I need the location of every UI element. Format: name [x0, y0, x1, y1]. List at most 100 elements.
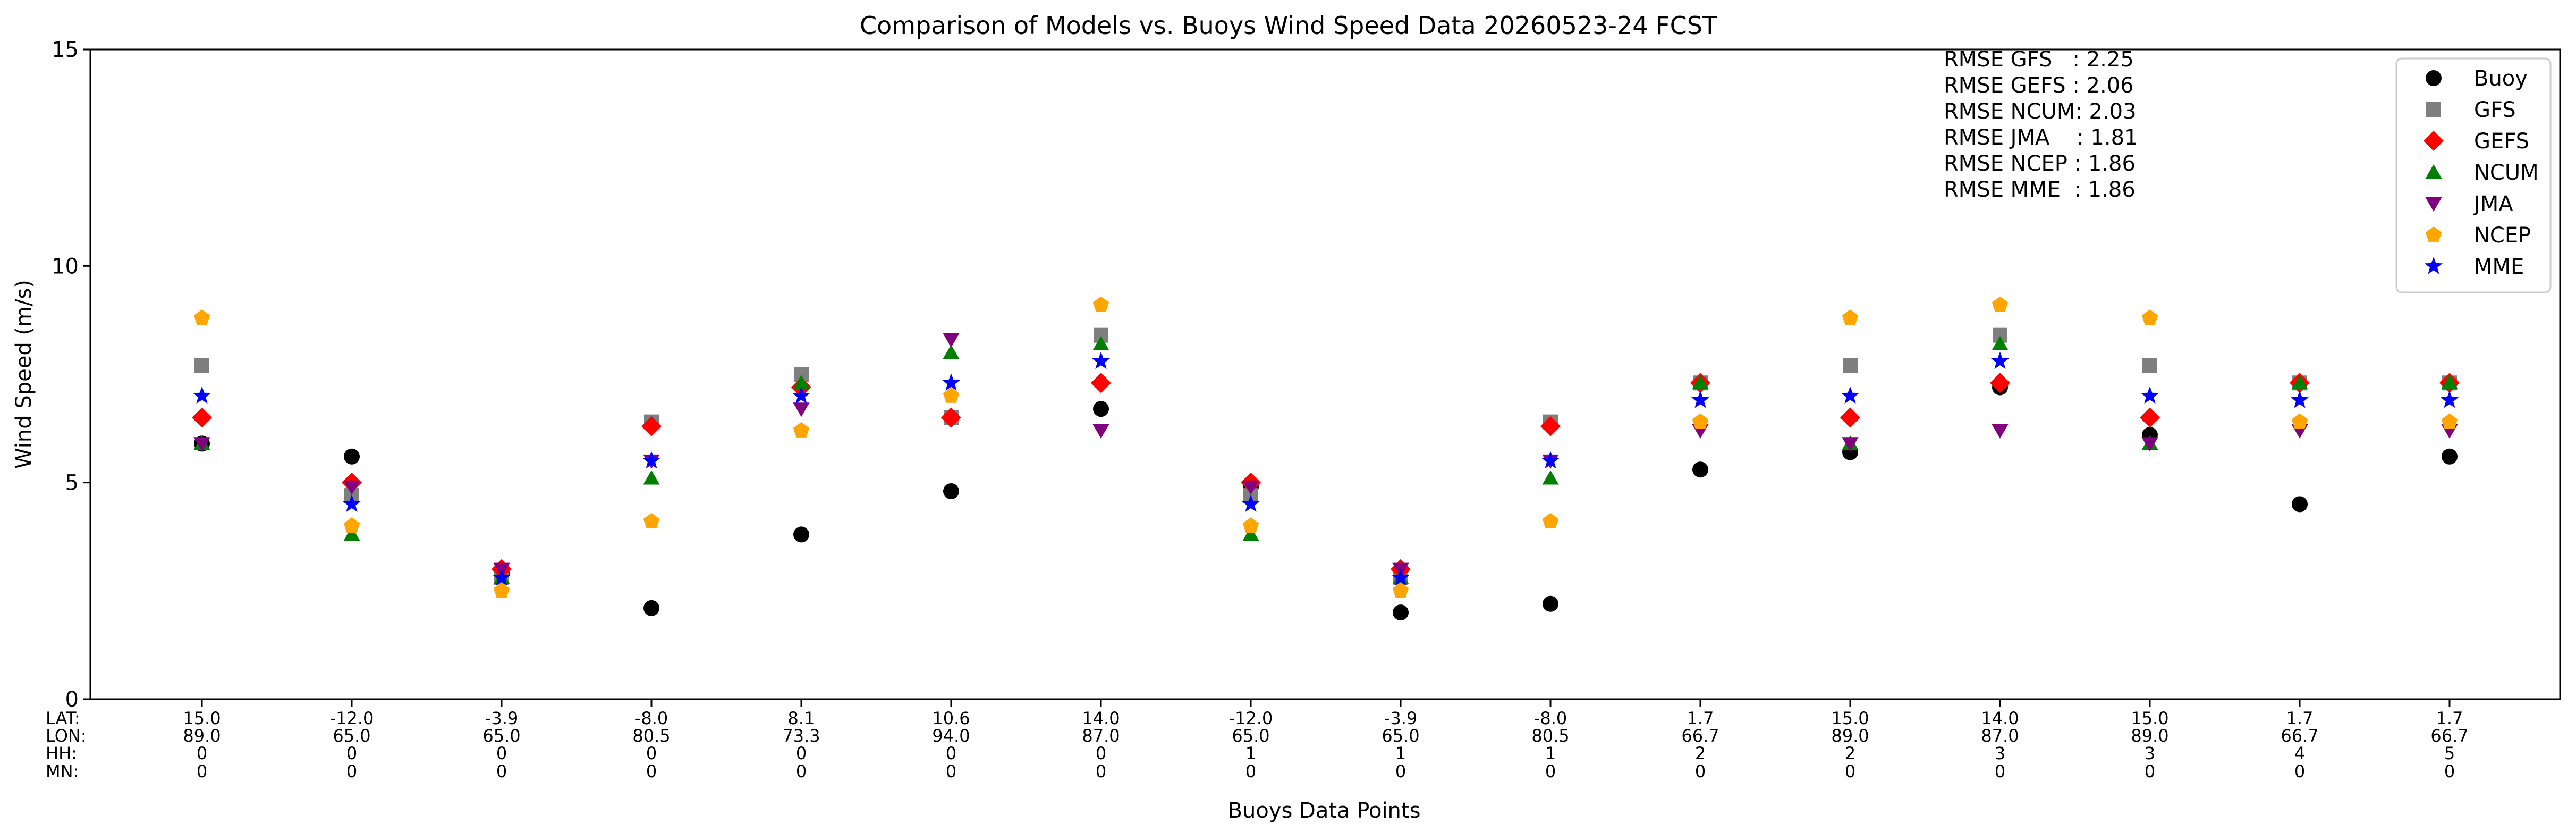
x-tick-label: 0 [2294, 761, 2305, 782]
x-tick-label: 0 [496, 743, 507, 763]
x-tick-label: 15.0 [183, 708, 221, 728]
point-ncum [1992, 336, 2009, 350]
point-mme [1241, 494, 1260, 512]
x-tick-label: 0 [346, 743, 357, 763]
data-marks [192, 296, 2460, 621]
series-mme [192, 351, 2459, 586]
point-mme [192, 386, 211, 404]
legend-marker-gfs [2426, 102, 2441, 117]
x-tick-label: 15.0 [2131, 708, 2168, 728]
x-tick-label: 1.7 [1687, 708, 1714, 728]
x-tick-label: -12.0 [1229, 708, 1273, 728]
x-tick-label: -3.9 [1384, 708, 1417, 728]
x-tick-label: 87.0 [1082, 726, 1120, 746]
rmse-annotation: RMSE MME : 1.86 [1944, 178, 2136, 202]
point-mme [1990, 351, 2010, 369]
x-tick-label: 66.7 [2430, 726, 2468, 746]
point-jma [193, 437, 210, 452]
point-ncep [1392, 582, 1409, 598]
y-tick-label: 0 [65, 687, 79, 712]
point-jma [2141, 437, 2158, 452]
x-tick-label: 89.0 [183, 726, 221, 746]
y-tick-label: 15 [52, 38, 79, 62]
x-tick-label: 15.0 [1831, 708, 1869, 728]
point-gefs [1540, 416, 1561, 436]
point-ncum [1092, 336, 1109, 350]
point-ncum [1242, 526, 1259, 541]
point-buoy [1692, 461, 1708, 478]
x-tick-label: 1.7 [2436, 708, 2463, 728]
x-tick-label: 89.0 [1831, 726, 1869, 746]
point-ncep [2441, 413, 2458, 429]
legend-label-buoy: Buoy [2474, 66, 2528, 91]
legend-marker-ncum [2425, 164, 2442, 179]
x-tick-label: 14.0 [1981, 708, 2019, 728]
x-tick-label: 65.0 [1232, 726, 1269, 746]
x-tick-label: 0 [496, 761, 507, 782]
point-ncep [1242, 517, 1259, 533]
row-label: LON: [46, 726, 87, 746]
x-tick-label: 65.0 [482, 726, 520, 746]
point-jma [1092, 424, 1109, 439]
point-mme [2140, 386, 2159, 404]
point-mme [492, 568, 511, 586]
x-tick-label: 0 [346, 761, 357, 782]
legend-marker-gefs [2424, 131, 2444, 151]
point-buoy [1093, 401, 1109, 417]
point-gfs [194, 358, 209, 373]
point-mme [1541, 451, 1560, 469]
point-mme [1691, 390, 1710, 408]
point-ncep [493, 582, 510, 598]
row-label: HH: [46, 743, 77, 763]
point-gefs [192, 407, 212, 428]
x-tick-label: 0 [646, 761, 657, 782]
legend-label-jma: JMA [2472, 192, 2513, 216]
x-tick-label: 80.5 [1531, 726, 1569, 746]
point-ncep [2291, 413, 2308, 429]
x-tick-label: 80.5 [632, 726, 670, 746]
x-tick-label: 2 [1845, 743, 1855, 763]
point-mme [1841, 386, 1860, 404]
x-tick-labels: 15.089.000-12.065.000-3.965.000-8.080.50… [183, 699, 2469, 782]
series-ncep [193, 296, 2458, 598]
point-ncum [1692, 375, 1709, 390]
rmse-annotation: RMSE JMA : 1.81 [1944, 125, 2138, 150]
point-gefs [1990, 373, 2010, 393]
point-ncum [1542, 470, 1559, 485]
point-buoy [1393, 604, 1409, 621]
x-tick-label: 3 [2145, 743, 2155, 763]
point-buoy [2442, 448, 2458, 465]
legend-marker-mme [2424, 257, 2443, 274]
x-tick-label: 65.0 [333, 726, 370, 746]
x-tick-label: 8.1 [788, 708, 815, 728]
x-tick-label: 0 [2444, 761, 2455, 782]
y-tick-label: 5 [65, 471, 79, 495]
x-tick-label: 0 [946, 743, 956, 763]
point-buoy [643, 600, 659, 616]
x-tick-label: 65.0 [1382, 726, 1419, 746]
legend-label-ncep: NCEP [2474, 223, 2531, 248]
x-tick-label: 0 [1695, 761, 1706, 782]
point-ncep [793, 422, 810, 438]
point-buoy [943, 483, 959, 499]
x-tick-label: 0 [1845, 761, 1855, 782]
x-tick-label: 66.7 [1681, 726, 1719, 746]
point-ncum [643, 470, 660, 485]
legend-marker-buoy [2426, 70, 2442, 86]
point-ncep [943, 387, 960, 403]
x-tick-label: 1 [1245, 743, 1256, 763]
point-gefs [641, 416, 662, 436]
point-mme [342, 494, 361, 512]
x-tick-label: 89.0 [2131, 726, 2168, 746]
point-jma [1992, 424, 2009, 439]
point-mme [942, 373, 961, 391]
point-gefs [941, 407, 961, 428]
x-tick-label: 0 [1096, 761, 1106, 782]
point-ncep [1842, 309, 1859, 325]
legend-marker-ncep [2425, 226, 2442, 242]
point-gfs [1843, 358, 1858, 373]
point-gfs [2142, 358, 2157, 373]
legend-marker-jma [2425, 197, 2442, 212]
y-axis-label: Wind Speed (m/s) [12, 280, 36, 469]
x-tick-label: 0 [197, 761, 207, 782]
